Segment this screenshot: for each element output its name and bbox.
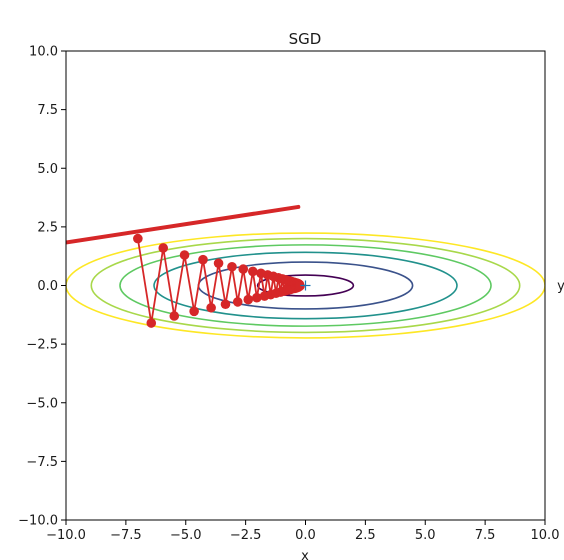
sgd-path-point (232, 297, 243, 307)
x-axis-label: x (301, 549, 309, 560)
contour-group (66, 232, 545, 339)
sgd-path-point (169, 311, 180, 321)
x-tick-label: −10.0 (46, 528, 86, 543)
y-tick-label: −5.0 (26, 396, 58, 411)
sgd-path-point (189, 306, 199, 317)
sgd-path-point (220, 299, 231, 310)
sgd-path-point (252, 292, 262, 303)
y-tick-label: 10.0 (29, 45, 58, 60)
sgd-path-group (133, 233, 305, 328)
contour-level-3 (119, 244, 492, 327)
sgd-path-point (206, 302, 216, 313)
sgd-path-point (248, 266, 258, 277)
sgd-path-point (198, 254, 208, 265)
y-tick-label: 2.5 (37, 220, 58, 235)
y-axis: 10.0 7.5 5.0 2.5 0.0 −2.5 −5.0 −7.5 −10.0 (18, 45, 66, 529)
y-axis-label: y (557, 279, 564, 294)
x-axis: −10.0 −7.5 −5.0 −2.5 0.0 2.5 5.0 7.5 10.0 (46, 520, 559, 543)
contour-level-2 (153, 251, 458, 320)
y-tick-label: −2.5 (26, 338, 58, 353)
x-tick-label: −2.5 (230, 528, 262, 543)
x-tick-label: 5.0 (415, 528, 436, 543)
extra-line-group (66, 204, 301, 245)
contour-level-5 (66, 232, 545, 339)
sgd-path-point (243, 294, 254, 305)
extra-red-line (66, 204, 301, 245)
sgd-path-point (146, 318, 157, 328)
contour-level-4 (90, 237, 521, 334)
x-tick-label: 7.5 (475, 528, 496, 543)
minimum-marker-group (300, 280, 311, 291)
sgd-path-point (179, 250, 190, 260)
y-tick-label: 7.5 (37, 103, 58, 118)
x-tick-label: −7.5 (110, 528, 142, 543)
y-tick-label: −7.5 (26, 455, 58, 470)
y-tick-label: 5.0 (37, 162, 58, 177)
x-tick-label: 0.0 (295, 528, 316, 543)
x-tick-label: 2.5 (355, 528, 376, 543)
sgd-path-point (295, 281, 305, 291)
x-tick-label: 10.0 (531, 528, 560, 543)
chart-title: SGD (289, 30, 322, 48)
contour-level-0 (256, 274, 355, 297)
sgd-path-point (238, 264, 249, 274)
x-tick-label: −5.0 (170, 528, 202, 543)
y-tick-label: 0.0 (37, 279, 58, 294)
sgd-path-point (133, 233, 143, 244)
sgd-path-point (227, 261, 237, 272)
sgd-path-point (213, 258, 224, 269)
sgd-path-point (158, 243, 169, 253)
y-tick-label: −10.0 (18, 514, 58, 529)
